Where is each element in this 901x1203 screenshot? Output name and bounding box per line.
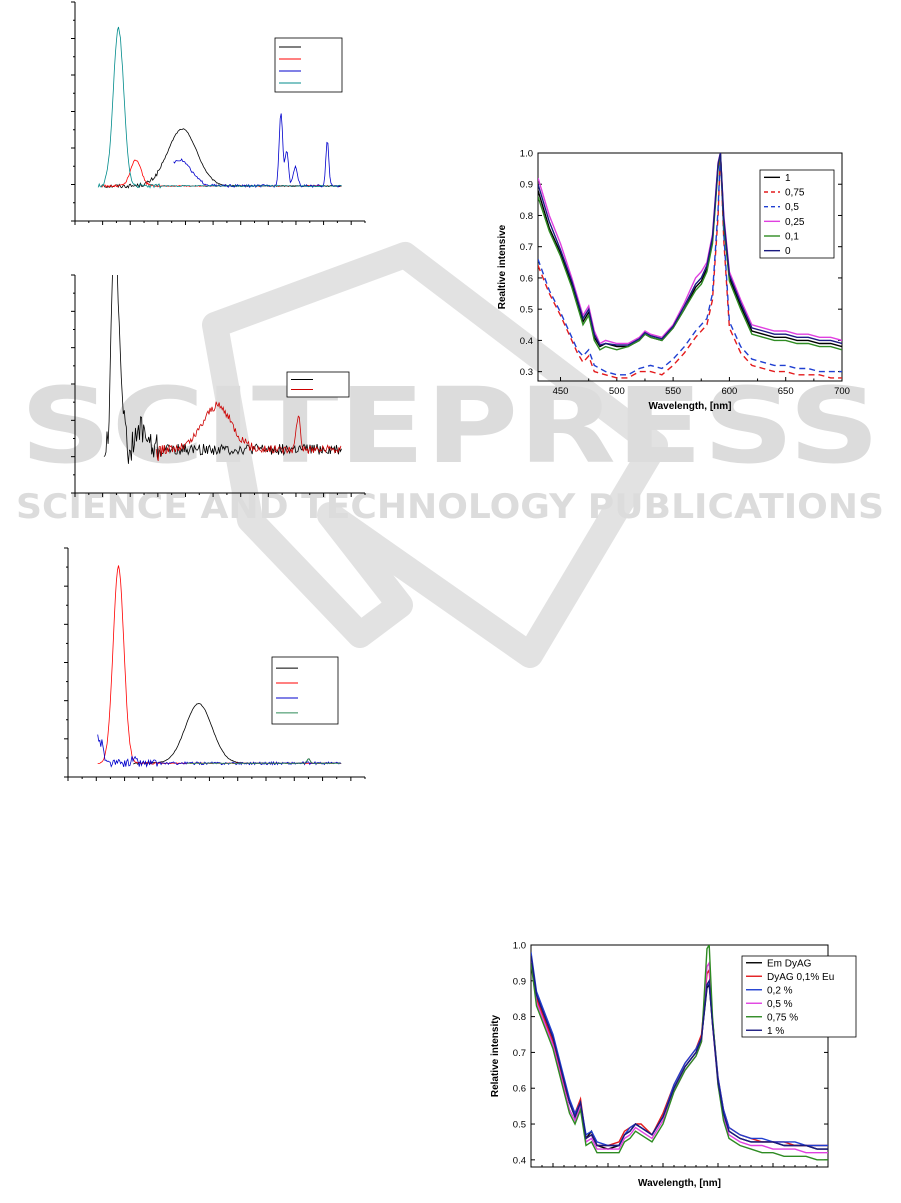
- y-tick-label: 0.9: [513, 976, 526, 987]
- y-tick-label: 0.7: [520, 242, 533, 253]
- scitepress-watermark: SCITEPRESS SCIENCE AND TECHNOLOGY PUBLIC…: [16, 242, 884, 668]
- y-tick-label: 1.0: [520, 149, 533, 160]
- legend-box: [741, 955, 857, 1038]
- series-line-1: [155, 401, 342, 462]
- series-line-2: [173, 113, 342, 189]
- x-axis-title: Wavelength, [nm]: [638, 1178, 721, 1189]
- legend-label-3: 0,25: [785, 217, 805, 228]
- y-tick-label: 0.4: [513, 1155, 526, 1166]
- y-axis-title: Realtive intensive: [497, 224, 508, 309]
- y-tick-label: 0.3: [520, 367, 533, 378]
- series-line-5: [531, 955, 828, 1150]
- chart-left-middle: [71, 274, 366, 497]
- x-tick-label: 600: [721, 386, 737, 397]
- legend-label-3: 0,5 %: [767, 999, 793, 1010]
- x-tick-label: 700: [834, 386, 850, 397]
- y-tick-label: 0.8: [513, 1012, 526, 1023]
- series-line-2: [538, 153, 842, 376]
- y-tick-label: 0.6: [520, 273, 533, 284]
- legend-box: [271, 656, 339, 725]
- legend-box: [759, 169, 835, 259]
- watermark-emblem-shape: [202, 242, 668, 668]
- y-tick-label: 0.7: [513, 1048, 526, 1059]
- legend-label-1: 0,75: [785, 188, 805, 199]
- x-tick-label: 650: [778, 386, 794, 397]
- watermark-brand: SCITEPRESS: [20, 365, 880, 487]
- x-tick-label: 450: [553, 386, 569, 397]
- plot-frame: [530, 944, 829, 1168]
- chart-left-top: [71, 1, 366, 225]
- legend-label-1: DyAG 0,1% Eu: [767, 972, 834, 983]
- y-tick-label: 0.5: [520, 305, 533, 316]
- legend-box: [286, 371, 350, 398]
- x-tick-label: 550: [665, 386, 681, 397]
- series-line-4: [538, 153, 842, 351]
- chart-right-top: 0.3 0.4 0.5 0.6 0.7 0.8 0.9 1.0 450 500 550 600 650 7…: [497, 149, 850, 413]
- legend-label-4: 0,75 %: [767, 1012, 798, 1023]
- legend-label-2: 0,5: [785, 202, 799, 213]
- y-tick-label: 0.4: [520, 336, 533, 347]
- series-line-3: [538, 153, 842, 345]
- legend-label-0: 1: [785, 173, 791, 184]
- series-line-1: [538, 153, 842, 379]
- series-line-5: [538, 153, 842, 346]
- y-tick-label: 0.6: [513, 1084, 526, 1095]
- series-line-0: [538, 153, 842, 348]
- chart-right-bottom: 0.4 0.5 0.6 0.7 0.8 0.9 1.0 Wavelength, [nm] Rel…: [490, 941, 857, 1189]
- legend-label-4: 0,1: [785, 232, 799, 243]
- legend-label-5: 1 %: [767, 1026, 784, 1037]
- legend-label-5: 0: [785, 246, 791, 257]
- y-tick-label: 0.5: [513, 1120, 526, 1131]
- series-line-2: [97, 734, 342, 768]
- y-tick-label: 0.9: [520, 180, 533, 191]
- series-line-4: [531, 945, 828, 1161]
- x-tick-label: 500: [609, 386, 625, 397]
- x-axis-title: Wavelength, [nm]: [649, 401, 732, 412]
- y-tick-label: 0.8: [520, 211, 533, 222]
- series-line-3: [97, 26, 342, 189]
- series-line-3: [186, 758, 341, 764]
- series-line-2: [531, 952, 828, 1147]
- legend-label-2: 0,2 %: [767, 985, 793, 996]
- y-tick-label: 1.0: [513, 941, 526, 952]
- legend-label-0: Em DyAG: [767, 958, 812, 969]
- y-axis-title: Relative intensity: [490, 1014, 501, 1097]
- series-line-0: [103, 128, 342, 189]
- watermark-tagline: SCIENCE AND TECHNOLOGY PUBLICATIONS: [16, 487, 884, 527]
- series-line-0: [103, 275, 342, 464]
- legend-box: [274, 37, 343, 93]
- series-line-1: [100, 159, 342, 188]
- chart-left-bottom: [64, 547, 366, 781]
